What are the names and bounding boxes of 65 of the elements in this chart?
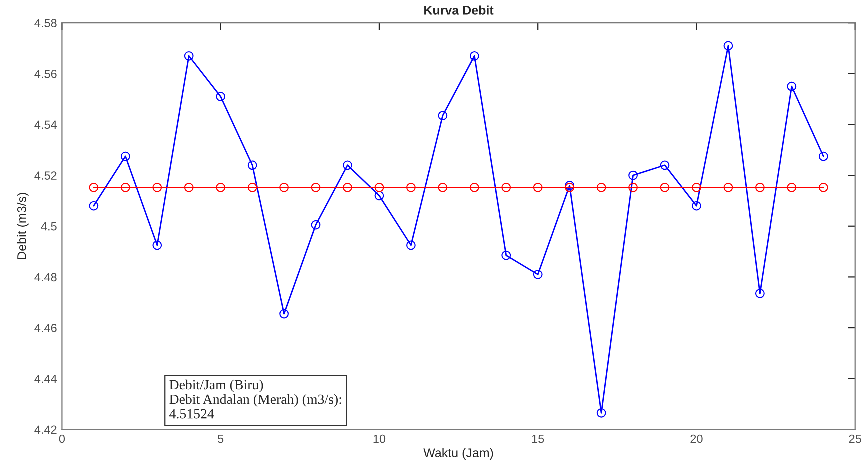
point [660, 160, 670, 170]
point [755, 289, 765, 298]
y-tick-label: 4.44 [34, 374, 58, 384]
point [216, 182, 226, 192]
point [280, 182, 289, 192]
point [343, 160, 352, 170]
point [438, 111, 448, 121]
x-axis-title: Waktu (Jam) [424, 448, 494, 460]
point [374, 182, 384, 192]
point [818, 182, 828, 192]
point [724, 182, 734, 192]
point [406, 182, 416, 192]
point [628, 170, 638, 180]
point [787, 82, 797, 92]
chart-title: Kurva Debit [424, 6, 494, 15]
point [818, 152, 828, 162]
point [533, 270, 543, 280]
point [596, 182, 606, 192]
x-tick-label: 25 [849, 434, 862, 444]
y-tick-label: 4.56 [34, 70, 57, 78]
point [628, 182, 638, 192]
point [184, 182, 194, 192]
point [311, 220, 321, 230]
point [724, 41, 734, 51]
point [311, 182, 321, 192]
point [692, 201, 702, 211]
point [596, 408, 606, 418]
point [216, 92, 226, 102]
point [438, 182, 448, 192]
point [755, 182, 765, 192]
point [120, 152, 130, 162]
point [280, 309, 289, 319]
x-tick-label: 5 [218, 434, 224, 444]
point [787, 182, 797, 192]
y-tick-label: 4.5 [41, 222, 57, 231]
point [120, 182, 130, 192]
point [660, 182, 670, 192]
point [184, 51, 194, 61]
x-tick-label: 20 [690, 434, 703, 444]
point [89, 182, 99, 192]
point [89, 201, 99, 211]
y-tick-label: 4.48 [34, 273, 57, 282]
annotation: Debit/Jam (Biru) Debit Andalan (Merah) (m3/s): 4.51524 [170, 380, 342, 419]
point [248, 160, 258, 170]
y-tick-label: 4.54 [34, 120, 58, 130]
point [374, 191, 384, 201]
y-axis-title: Debit (m3/s) [17, 193, 29, 260]
point [152, 182, 162, 192]
point [502, 250, 512, 260]
point [502, 182, 512, 192]
x-tick-label: 0 [59, 434, 66, 444]
x-tick-label: 15 [532, 434, 544, 444]
y-tick-label: 4.46 [34, 324, 57, 332]
point [343, 182, 352, 192]
point [248, 182, 258, 192]
x-tick-label: 10 [374, 434, 386, 444]
y-tick-label: 4.52 [34, 172, 57, 180]
point [406, 240, 416, 250]
point [152, 240, 162, 250]
y-tick-label: 4.42 [34, 426, 57, 434]
point [533, 182, 543, 192]
point [692, 182, 702, 192]
point [470, 51, 480, 61]
y-tick-label: 4.58 [34, 19, 57, 28]
point [470, 182, 480, 192]
